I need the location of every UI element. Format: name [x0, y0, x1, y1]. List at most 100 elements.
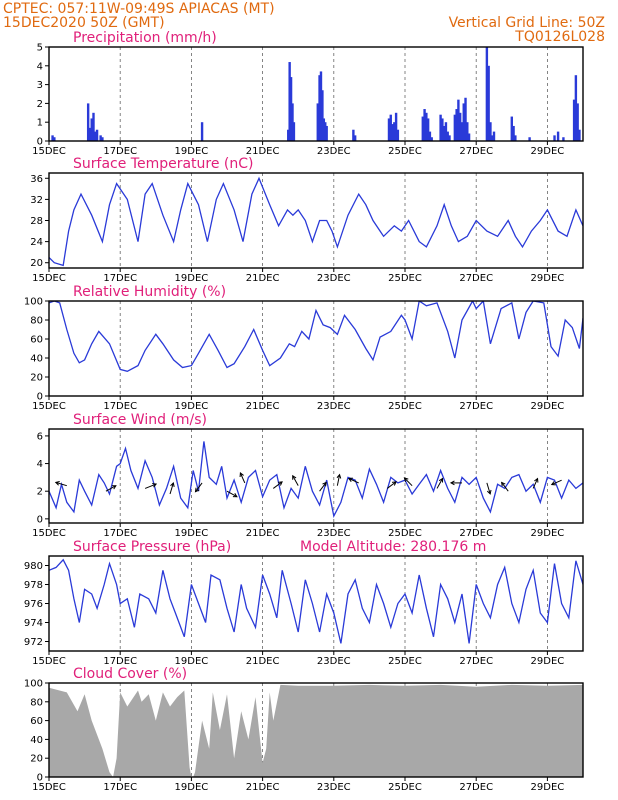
precipitation-bar — [423, 109, 426, 141]
precipitation-bar — [88, 127, 92, 141]
precipitation-bar — [487, 65, 490, 141]
pressure-annotation: Model Altitude: 280.176 m — [300, 539, 486, 555]
precipitation-bar — [421, 116, 424, 141]
wind-vector-head — [486, 489, 492, 495]
temperature-x-tick-label: 29DEC — [531, 273, 565, 284]
temperature-y-tick-label: 32 — [30, 195, 43, 206]
wind-vector-arrow — [292, 474, 299, 486]
precipitation-bar — [578, 129, 581, 141]
wind-vector-arrow — [319, 481, 327, 492]
humidity-y-tick-label: 40 — [30, 354, 43, 365]
precipitation-bar — [510, 116, 513, 141]
temperature-x-tick-label: 19DEC — [175, 273, 209, 284]
precipitation-bar — [92, 112, 95, 141]
wind-vector-head — [391, 481, 397, 486]
precipitation-bar — [86, 103, 90, 141]
wind-vector-shaft — [319, 482, 327, 492]
precipitation-bar — [321, 90, 324, 141]
precipitation-bar — [292, 122, 296, 141]
wind-vector-arrow — [501, 481, 509, 492]
cloud-cover-frame — [48, 682, 584, 778]
temperature-y-tick-label: 24 — [30, 237, 43, 248]
wind-vector-head — [501, 481, 506, 487]
wind-vector-arrow — [336, 473, 342, 486]
temperature-x-tick-label: 15DEC — [32, 273, 66, 284]
wind-y-tick-label: 6 — [37, 431, 43, 442]
wind-x-tick-label: 25DEC — [388, 528, 422, 539]
wind-vector-shaft — [195, 482, 203, 493]
temperature-y-tick-label: 28 — [30, 216, 43, 227]
cloud-cover-area — [49, 684, 583, 777]
wind-vector-shaft — [436, 478, 443, 489]
precipitation-bar — [391, 124, 394, 141]
wind-vector-arrow — [386, 481, 397, 489]
wind-vector-head — [232, 493, 238, 498]
cloud-cover-x-tick-label: 21DEC — [246, 782, 280, 793]
precipitation-bar — [576, 103, 579, 141]
wind-vector-shaft — [144, 483, 157, 489]
precipitation-bar — [460, 122, 464, 141]
wind-vector-shaft — [386, 481, 397, 489]
precipitation-bar — [288, 62, 291, 141]
precipitation-bar — [562, 137, 565, 141]
humidity-y-tick-label: 0 — [37, 392, 43, 403]
precipitation-y-tick-label: 1 — [37, 118, 43, 129]
precipitation-bar — [458, 112, 462, 141]
precipitation-bar — [289, 77, 293, 141]
wind-vector-head — [550, 481, 556, 486]
wind-vector-head — [438, 477, 444, 483]
precipitation-panel: 0 1 2 3 4 5 15DEC 17DEC 19DEC 21DEC 23DEC 25DEC 27DE… — [32, 30, 584, 157]
precipitation-x-tick-label: 29DEC — [531, 146, 565, 157]
temperature-panel: 20 24 28 32 36 15DEC 17DEC 19DEC 21DEC 23DEC 25DEC… — [30, 156, 584, 284]
precipitation-bar — [352, 129, 355, 141]
precipitation-y-tick-label: 2 — [37, 99, 43, 110]
cloud-cover-y-tick-label: 20 — [30, 754, 43, 765]
precipitation-bar — [572, 99, 576, 141]
cloud-cover-y-tick-label: 0 — [37, 773, 43, 784]
wind-vector-head — [449, 480, 455, 486]
precipitation-x-tick-label: 15DEC — [32, 146, 66, 157]
pressure-x-tick-label: 17DEC — [103, 656, 137, 667]
temperature-y-tick-label: 20 — [30, 258, 43, 269]
wind-vector-arrow — [239, 472, 246, 484]
humidity-panel: 0 20 40 60 80 100 15DEC 17DEC 19DEC 21DEC 23DEC 25D… — [24, 284, 584, 412]
wind-x-tick-label: 19DEC — [175, 528, 209, 539]
precipitation-bar — [462, 103, 465, 141]
wind-vector-arrow — [403, 477, 413, 487]
wind-vector-head — [239, 472, 244, 478]
precipitation-bar — [318, 75, 321, 141]
pressure-series-line — [49, 558, 583, 644]
humidity-x-tick-label: 17DEC — [103, 401, 137, 412]
wind-vector-shaft — [404, 477, 413, 487]
precipitation-bar — [387, 118, 391, 141]
precipitation-bar — [394, 112, 398, 141]
humidity-y-tick-label: 20 — [30, 373, 43, 384]
precipitation-x-tick-label: 21DEC — [246, 146, 280, 157]
wind-vector-arrow — [347, 477, 359, 484]
temperature-x-tick-label: 23DEC — [317, 273, 351, 284]
wind-vector-head — [403, 477, 409, 482]
precipitation-bar — [396, 129, 400, 141]
wind-vector-arrow — [272, 481, 283, 489]
wind-vector-shaft — [501, 482, 509, 492]
cloud-cover-x-tick-label: 15DEC — [32, 782, 66, 793]
humidity-y-tick-label: 60 — [30, 335, 43, 346]
wind-x-tick-label: 15DEC — [32, 528, 66, 539]
precipitation-bar — [90, 118, 93, 141]
cloud-cover-y-tick-label: 100 — [24, 679, 43, 690]
humidity-y-tick-label: 80 — [30, 316, 43, 327]
wind-vector-arrow — [144, 483, 158, 489]
precipitation-bar — [428, 131, 432, 141]
precipitation-bar — [425, 112, 428, 141]
precipitation-y-tick-label: 0 — [37, 137, 43, 148]
temperature-y-tick-label: 36 — [30, 174, 43, 185]
precipitation-bar — [430, 137, 433, 141]
precipitation-bar — [512, 125, 515, 141]
cloud-cover-title: Cloud Cover (%) — [73, 666, 187, 682]
precipitation-bar — [455, 109, 458, 141]
humidity-x-tick-label: 21DEC — [246, 401, 280, 412]
wind-vector-arrow — [550, 479, 562, 486]
humidity-frame — [48, 300, 584, 397]
precipitation-bar — [53, 137, 56, 141]
